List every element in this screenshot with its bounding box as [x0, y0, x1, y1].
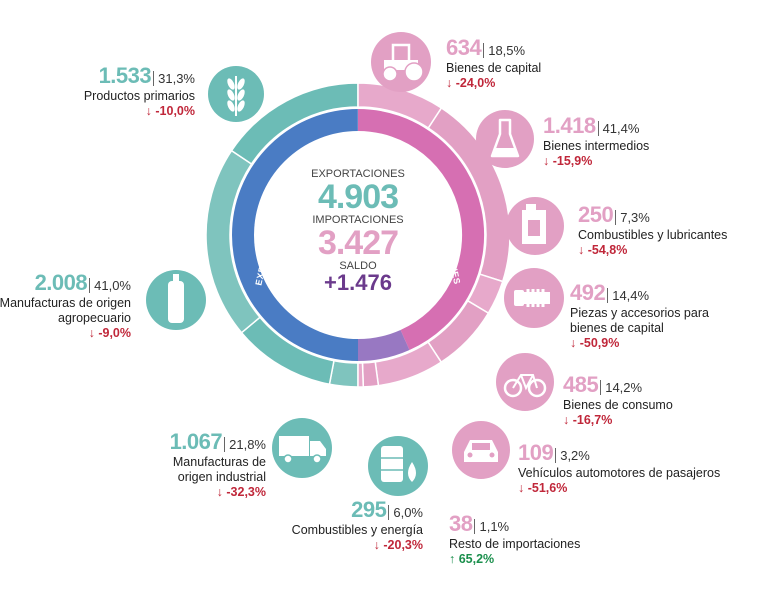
jerrycan-icon	[506, 197, 564, 255]
import-change: ↓ -24,0%	[446, 76, 496, 90]
export-item-moi: 1.067 21,8% Manufacturas de origen indust…	[136, 429, 266, 499]
export-value: 295	[351, 497, 387, 522]
import-value: 250	[578, 202, 614, 227]
export-label: Manufacturas de origen agropecuario	[0, 296, 131, 325]
import-label: Vehículos automotores de pasajeros	[518, 466, 721, 480]
export-item-primary: 1.533 31,3% Productos primarios ↓ -10,0%	[84, 63, 195, 118]
export-value: 2.008	[34, 270, 88, 295]
export-change: ↓ -10,0%	[145, 104, 195, 118]
import-share: 7,3%	[615, 210, 650, 225]
bottle-icon	[146, 270, 206, 330]
import-share: 14,4%	[607, 288, 650, 303]
import-change: ↓ -50,9%	[570, 336, 620, 350]
export-change: ↓ -9,0%	[88, 326, 131, 340]
export-label: Productos primarios	[83, 89, 195, 103]
balance-value: +1.476	[324, 270, 392, 295]
export-share: 21,8%	[224, 437, 266, 452]
import-share: 1,1%	[474, 519, 510, 534]
export-share: 41,0%	[89, 278, 131, 293]
export-share: 31,3%	[153, 71, 195, 86]
import-change: ↓ -16,7%	[563, 413, 613, 427]
import-share: 3,2%	[555, 448, 590, 463]
car-icon	[452, 421, 510, 479]
truck-icon	[272, 418, 332, 478]
balance-label: SALDO	[339, 260, 377, 272]
barrel-drop-icon	[368, 436, 428, 496]
export-share: 6,0%	[388, 505, 423, 520]
import-label: Resto de importaciones	[449, 537, 581, 551]
import-share: 41,4%	[597, 121, 640, 136]
import-share: 18,5%	[483, 43, 526, 58]
outer-segment-import	[357, 362, 365, 388]
import-item-parts: 492 14,4% Piezas y accesorios para bienes…	[570, 280, 720, 350]
inner-ring-blend	[357, 329, 410, 362]
import-item-fuels: 250 7,3% Combustibles y lubricantes ↓ -54…	[578, 202, 727, 257]
import-value: 485	[563, 372, 599, 397]
export-value: 1.067	[169, 429, 223, 454]
import-share: 14,2%	[600, 380, 643, 395]
import-label: Bienes de capital	[446, 61, 542, 75]
import-label: Bienes intermedios	[543, 139, 650, 153]
bicycle-icon	[496, 353, 554, 411]
export-change: ↓ -32,3%	[216, 485, 266, 499]
import-value: 634	[446, 35, 482, 60]
wheat-icon	[208, 66, 264, 122]
import-item-capital: 634 18,5% Bienes de capital ↓ -24,0%	[446, 35, 541, 90]
import-value: 492	[570, 280, 606, 305]
import-item-other: 38 1,1% Resto de importaciones ↑ 65,2%	[449, 511, 580, 566]
import-value: 1.418	[543, 113, 596, 138]
import-value: 109	[518, 440, 554, 465]
export-item-fuel: 295 6,0% Combustibles y energía ↓ -20,3%	[273, 497, 423, 552]
exports-total-value: 4.903	[317, 178, 399, 216]
import-change: ↑ 65,2%	[449, 552, 495, 566]
import-value: 38	[449, 511, 473, 536]
import-label: Piezas y accesorios para bienes de capit…	[570, 306, 709, 335]
import-change: ↓ -51,6%	[518, 481, 568, 495]
export-item-moa: 2.008 41,0% Manufacturas de origen agrope…	[0, 270, 131, 340]
export-label: Combustibles y energía	[291, 523, 423, 537]
import-label: Combustibles y lubricantes	[578, 228, 728, 242]
import-item-consumer: 485 14,2% Bienes de consumo ↓ -16,7%	[563, 372, 673, 427]
import-change: ↓ -15,9%	[543, 154, 593, 168]
imports-total-label: IMPORTACIONES	[312, 214, 404, 226]
import-item-intermediate: 1.418 41,4% Bienes intermedios ↓ -15,9%	[543, 113, 649, 168]
outer-segments	[205, 82, 511, 388]
import-label: Bienes de consumo	[563, 398, 673, 412]
inner-ring-imports	[357, 109, 485, 351]
exports-total-label: EXPORTACIONES	[311, 168, 405, 180]
export-change: ↓ -20,3%	[373, 538, 423, 552]
import-item-vehicles: 109 3,2% Vehículos automotores de pasajer…	[518, 440, 720, 495]
gear-part-icon	[504, 268, 564, 328]
center-summary: EXPORTACIONES 4.903 IMPORTACIONES 3.427 …	[288, 168, 428, 294]
import-change: ↓ -54,8%	[578, 243, 628, 257]
export-value: 1.533	[98, 63, 152, 88]
imports-total-value: 3.427	[317, 224, 399, 262]
tractor-icon	[371, 32, 431, 92]
export-label: Manufacturas de origen industrial	[172, 455, 266, 484]
flask-icon	[476, 110, 534, 168]
